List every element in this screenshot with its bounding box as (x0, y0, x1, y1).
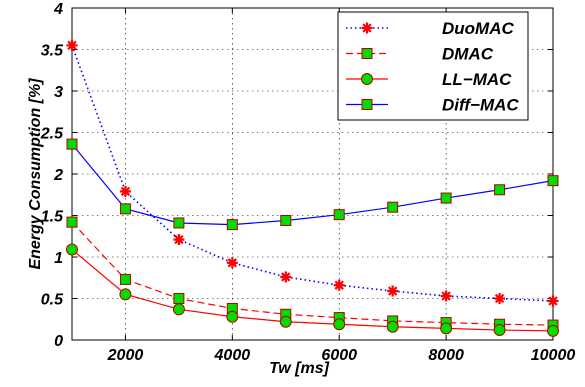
data-point-marker (494, 293, 505, 304)
data-point-marker (174, 218, 184, 228)
data-point-marker (173, 234, 184, 245)
data-point-marker (362, 100, 372, 110)
y-tick-label: 0.5 (41, 292, 64, 309)
data-point-marker (173, 304, 184, 315)
y-axis-title: Energy Consumption [%] (27, 78, 44, 270)
data-point-marker (362, 74, 373, 85)
data-point-marker (227, 220, 237, 230)
series-3 (67, 139, 558, 230)
y-tick-label: 3 (54, 84, 63, 101)
x-tick-label: 4000 (214, 347, 251, 364)
data-point-marker (280, 271, 291, 282)
data-point-marker (67, 244, 78, 255)
data-point-marker (120, 274, 130, 284)
series-2 (67, 244, 559, 336)
data-point-marker (67, 40, 78, 51)
legend-label: LL−MAC (442, 70, 512, 89)
legend: DuoMAC DMAC LL−MAC Diff−MAC (338, 12, 528, 120)
data-point-marker (388, 202, 398, 212)
data-point-marker (281, 215, 291, 225)
data-point-marker (387, 286, 398, 297)
data-point-marker (494, 325, 505, 336)
data-point-marker (362, 23, 373, 34)
data-point-marker (441, 291, 452, 302)
data-point-marker (120, 204, 130, 214)
data-point-marker (495, 185, 505, 195)
legend-label: DuoMAC (442, 19, 514, 38)
y-tick-label: 1.5 (41, 209, 64, 226)
data-point-marker (548, 176, 558, 186)
data-point-marker (334, 210, 344, 220)
legend-label: Diff−MAC (442, 96, 519, 115)
y-tick-label: 4 (53, 1, 63, 18)
data-point-marker (548, 325, 559, 336)
data-point-marker (334, 319, 345, 330)
series-line (72, 250, 553, 331)
data-point-marker (280, 316, 291, 327)
legend-label: DMAC (442, 45, 494, 64)
data-point-marker (67, 217, 77, 227)
y-tick-label: 1 (54, 250, 63, 267)
series-1 (67, 217, 558, 330)
data-point-marker (387, 321, 398, 332)
x-tick-label: 8000 (428, 347, 464, 364)
data-point-marker (362, 49, 372, 59)
data-point-marker (227, 311, 238, 322)
x-axis-title: Tw [ms] (269, 360, 330, 377)
data-point-marker (174, 294, 184, 304)
y-tick-label: 2 (53, 167, 63, 184)
data-point-marker (441, 193, 451, 203)
data-point-marker (548, 295, 559, 306)
series-line (72, 222, 553, 325)
data-point-marker (120, 289, 131, 300)
y-tick-label: 0 (54, 333, 63, 350)
y-tick-label: 3.5 (41, 43, 64, 60)
data-point-marker (227, 257, 238, 268)
data-point-marker (334, 280, 345, 291)
x-tick-label: 10000 (531, 347, 576, 364)
x-tick-label: 2000 (107, 347, 144, 364)
data-point-marker (441, 323, 452, 334)
series-line (72, 144, 553, 225)
data-point-marker (120, 186, 131, 197)
data-point-marker (67, 139, 77, 149)
